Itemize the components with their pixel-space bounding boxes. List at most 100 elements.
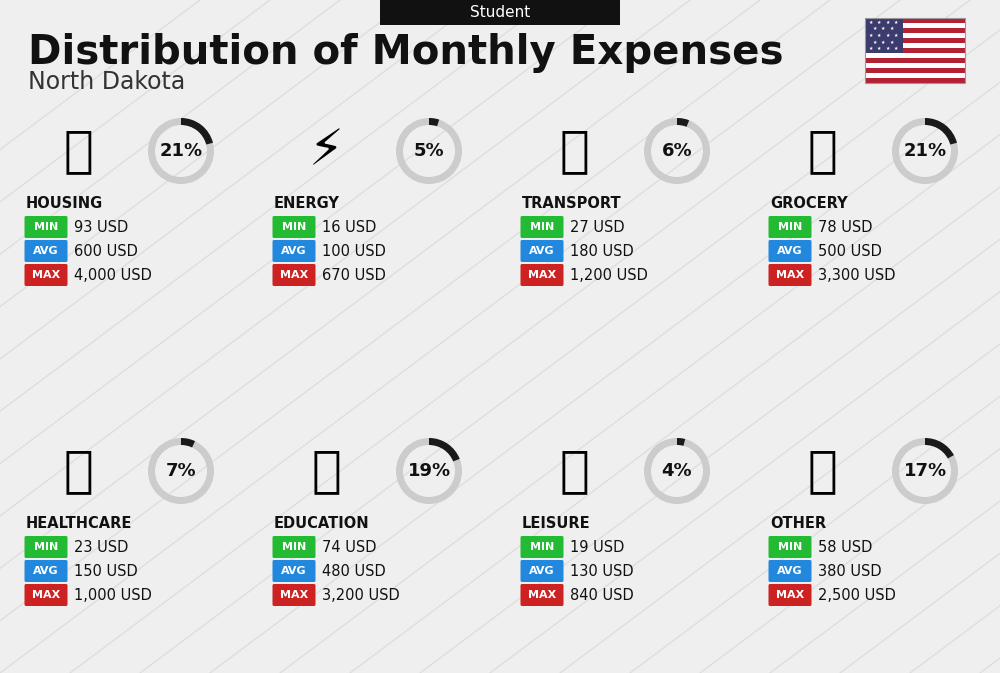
FancyBboxPatch shape bbox=[24, 264, 68, 286]
Text: ⚡: ⚡ bbox=[309, 127, 343, 175]
FancyBboxPatch shape bbox=[520, 536, 564, 558]
Text: ★: ★ bbox=[885, 33, 890, 38]
Text: ★: ★ bbox=[894, 46, 898, 51]
Text: ★: ★ bbox=[894, 33, 898, 38]
Text: 100 USD: 100 USD bbox=[322, 244, 386, 258]
Text: ★: ★ bbox=[873, 40, 877, 44]
Text: AVG: AVG bbox=[281, 566, 307, 576]
Text: 1,200 USD: 1,200 USD bbox=[570, 267, 648, 283]
Text: Student: Student bbox=[470, 5, 530, 20]
Text: 93 USD: 93 USD bbox=[74, 219, 128, 234]
Wedge shape bbox=[644, 118, 710, 184]
FancyBboxPatch shape bbox=[520, 240, 564, 262]
Text: ★: ★ bbox=[869, 20, 873, 25]
Wedge shape bbox=[677, 118, 689, 127]
FancyBboxPatch shape bbox=[768, 216, 812, 238]
Text: MIN: MIN bbox=[778, 222, 802, 232]
Text: ★: ★ bbox=[869, 33, 873, 38]
Wedge shape bbox=[429, 118, 439, 127]
Text: ★: ★ bbox=[877, 20, 881, 25]
FancyBboxPatch shape bbox=[272, 240, 316, 262]
FancyBboxPatch shape bbox=[272, 216, 316, 238]
Text: MAX: MAX bbox=[776, 270, 804, 280]
Text: 🏢: 🏢 bbox=[63, 127, 93, 175]
Text: MIN: MIN bbox=[282, 222, 306, 232]
Text: MAX: MAX bbox=[32, 270, 60, 280]
Text: Distribution of Monthly Expenses: Distribution of Monthly Expenses bbox=[28, 33, 784, 73]
Text: ★: ★ bbox=[889, 26, 894, 32]
Text: 130 USD: 130 USD bbox=[570, 563, 634, 579]
Text: 21%: 21% bbox=[159, 142, 203, 160]
Wedge shape bbox=[181, 438, 195, 448]
Text: 27 USD: 27 USD bbox=[570, 219, 625, 234]
FancyBboxPatch shape bbox=[865, 18, 965, 23]
FancyBboxPatch shape bbox=[768, 240, 812, 262]
FancyBboxPatch shape bbox=[272, 560, 316, 582]
FancyBboxPatch shape bbox=[24, 536, 68, 558]
Wedge shape bbox=[429, 438, 460, 462]
FancyBboxPatch shape bbox=[520, 584, 564, 606]
Wedge shape bbox=[892, 118, 958, 184]
FancyBboxPatch shape bbox=[865, 48, 965, 53]
FancyBboxPatch shape bbox=[768, 536, 812, 558]
Text: 5%: 5% bbox=[414, 142, 444, 160]
Text: GROCERY: GROCERY bbox=[770, 195, 848, 211]
Text: 3,300 USD: 3,300 USD bbox=[818, 267, 896, 283]
Text: 500 USD: 500 USD bbox=[818, 244, 882, 258]
Text: ★: ★ bbox=[869, 46, 873, 51]
Text: HOUSING: HOUSING bbox=[26, 195, 103, 211]
Text: 6%: 6% bbox=[662, 142, 692, 160]
Text: 💰: 💰 bbox=[807, 447, 837, 495]
Text: AVG: AVG bbox=[281, 246, 307, 256]
FancyBboxPatch shape bbox=[380, 0, 620, 25]
Text: MAX: MAX bbox=[528, 590, 556, 600]
Text: 🎓: 🎓 bbox=[311, 447, 341, 495]
FancyBboxPatch shape bbox=[865, 78, 965, 83]
Text: 600 USD: 600 USD bbox=[74, 244, 138, 258]
Text: ★: ★ bbox=[885, 20, 890, 25]
FancyBboxPatch shape bbox=[865, 28, 965, 33]
FancyBboxPatch shape bbox=[865, 63, 965, 68]
Wedge shape bbox=[925, 118, 957, 145]
Text: AVG: AVG bbox=[529, 246, 555, 256]
Text: 🚌: 🚌 bbox=[559, 127, 589, 175]
Text: 480 USD: 480 USD bbox=[322, 563, 386, 579]
Text: ★: ★ bbox=[885, 46, 890, 51]
Wedge shape bbox=[181, 118, 213, 145]
Text: 🏥: 🏥 bbox=[63, 447, 93, 495]
FancyBboxPatch shape bbox=[520, 264, 564, 286]
Text: MAX: MAX bbox=[280, 590, 308, 600]
Text: 180 USD: 180 USD bbox=[570, 244, 634, 258]
FancyBboxPatch shape bbox=[520, 560, 564, 582]
FancyBboxPatch shape bbox=[768, 560, 812, 582]
Wedge shape bbox=[396, 438, 462, 504]
Text: 1,000 USD: 1,000 USD bbox=[74, 588, 152, 602]
Text: 74 USD: 74 USD bbox=[322, 540, 376, 555]
Text: 16 USD: 16 USD bbox=[322, 219, 376, 234]
FancyBboxPatch shape bbox=[865, 58, 965, 63]
Text: 670 USD: 670 USD bbox=[322, 267, 386, 283]
FancyBboxPatch shape bbox=[768, 584, 812, 606]
Text: 2,500 USD: 2,500 USD bbox=[818, 588, 896, 602]
Text: MIN: MIN bbox=[530, 542, 554, 552]
Text: 21%: 21% bbox=[903, 142, 947, 160]
Text: AVG: AVG bbox=[33, 566, 59, 576]
Wedge shape bbox=[148, 438, 214, 504]
Text: 🛒: 🛒 bbox=[807, 127, 837, 175]
Text: MAX: MAX bbox=[32, 590, 60, 600]
Text: EDUCATION: EDUCATION bbox=[274, 516, 370, 530]
Text: ★: ★ bbox=[873, 26, 877, 32]
Wedge shape bbox=[644, 438, 710, 504]
Text: LEISURE: LEISURE bbox=[522, 516, 591, 530]
FancyBboxPatch shape bbox=[865, 73, 965, 78]
FancyBboxPatch shape bbox=[768, 264, 812, 286]
Text: MAX: MAX bbox=[528, 270, 556, 280]
Text: TRANSPORT: TRANSPORT bbox=[522, 195, 622, 211]
Text: 23 USD: 23 USD bbox=[74, 540, 128, 555]
Text: 3,200 USD: 3,200 USD bbox=[322, 588, 400, 602]
FancyBboxPatch shape bbox=[865, 43, 965, 48]
FancyBboxPatch shape bbox=[272, 264, 316, 286]
Wedge shape bbox=[677, 438, 685, 446]
Text: MIN: MIN bbox=[34, 542, 58, 552]
FancyBboxPatch shape bbox=[24, 240, 68, 262]
